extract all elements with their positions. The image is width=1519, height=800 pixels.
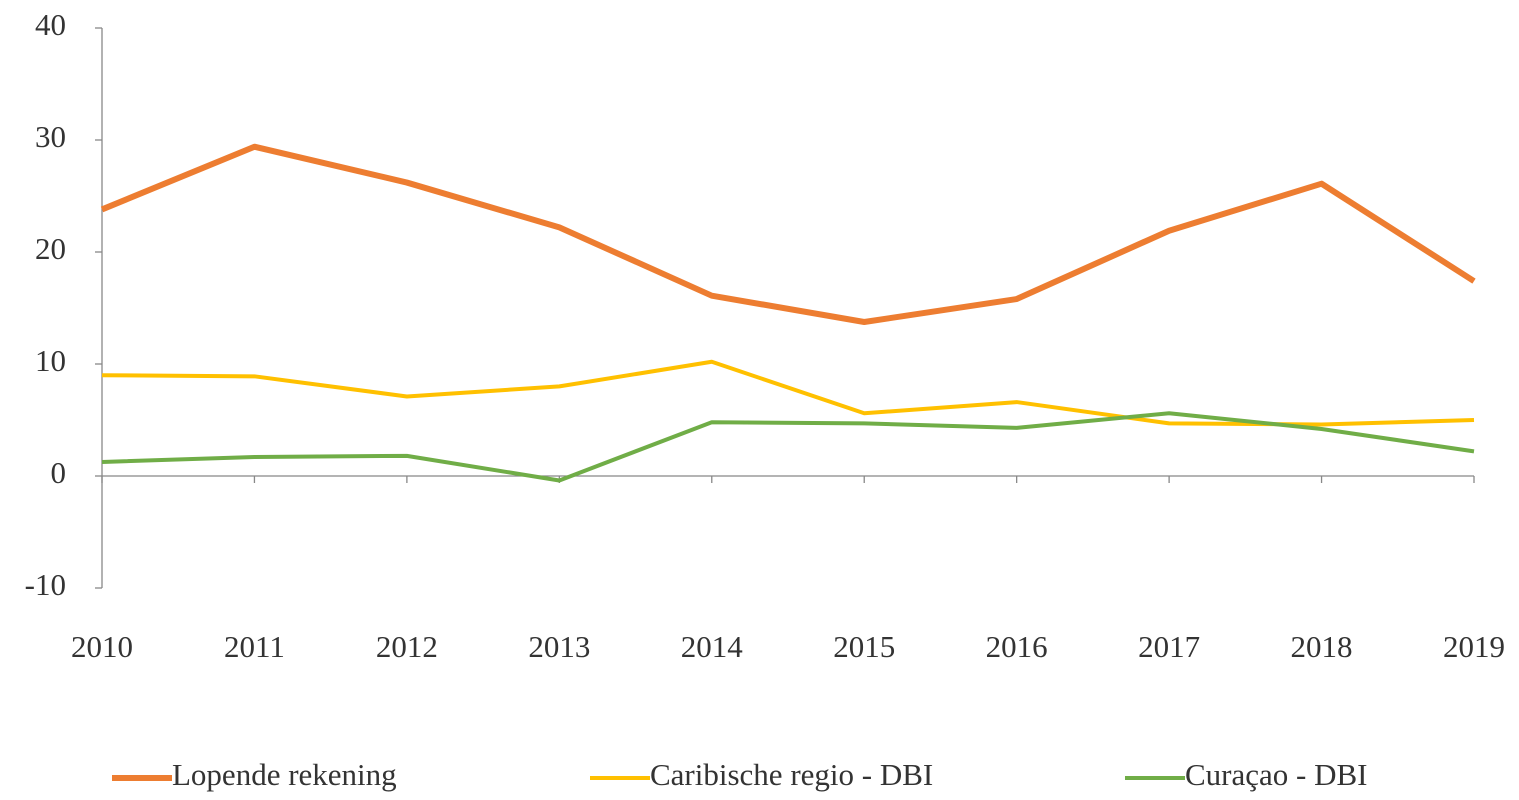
y-tick-label: 10: [35, 343, 66, 378]
x-tick-label: 2012: [376, 629, 438, 664]
legend-label: Curaçao - DBI: [1185, 757, 1368, 792]
x-tick-label: 2017: [1138, 629, 1200, 664]
y-tick-label: 0: [51, 455, 67, 490]
x-tick-label: 2018: [1291, 629, 1353, 664]
legend-label: Lopende rekening: [172, 757, 397, 792]
y-tick-label: -10: [25, 567, 66, 602]
x-tick-label: 2014: [681, 629, 744, 664]
x-tick-label: 2013: [528, 629, 590, 664]
x-tick-label: 2015: [833, 629, 895, 664]
y-tick-label: 40: [35, 7, 66, 42]
y-tick-label: 30: [35, 119, 66, 154]
series-line: [101, 411, 1475, 483]
x-tick-label: 2010: [71, 629, 133, 664]
legend-label: Caribische regio - DBI: [650, 757, 933, 792]
series-line: [101, 359, 1475, 427]
series-line: [100, 143, 1476, 325]
x-tick-label: 2016: [986, 629, 1048, 664]
x-tick-label: 2011: [224, 629, 285, 664]
y-tick-label: 20: [35, 231, 66, 266]
x-tick-label: 2019: [1443, 629, 1505, 664]
